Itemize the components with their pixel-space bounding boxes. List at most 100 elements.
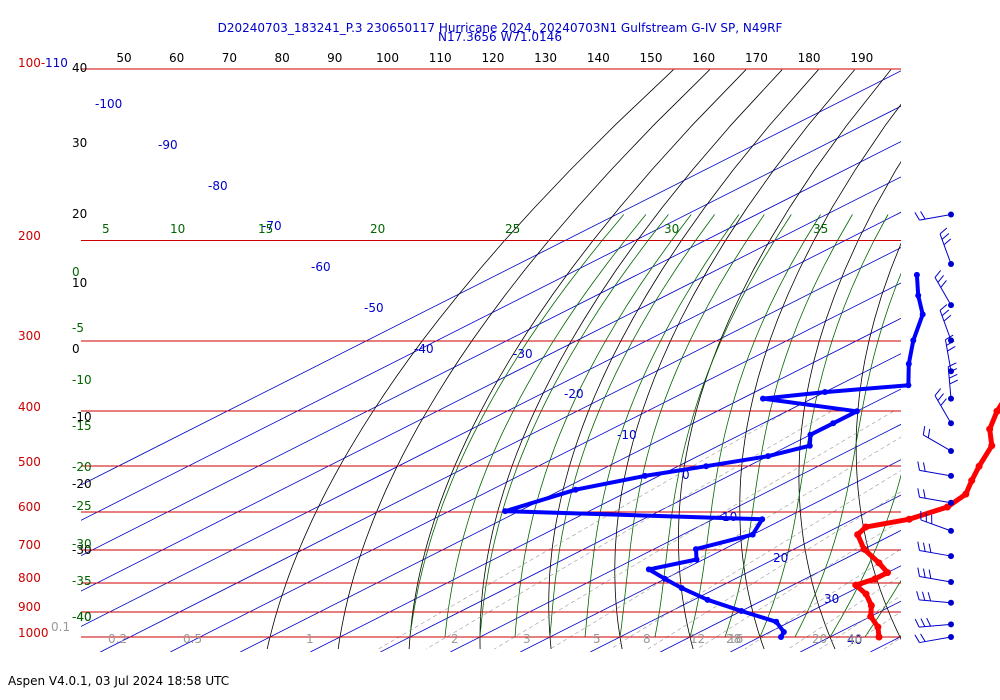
wind-barb-flag xyxy=(941,233,950,240)
wind-barb-flag xyxy=(948,373,958,379)
top-temperature-label: 60 xyxy=(169,51,184,65)
dry-adiabat-line xyxy=(677,69,892,650)
wind-barb-flag xyxy=(940,280,947,288)
mixing-ratio-label: 12 xyxy=(690,632,705,646)
wind-barb-flag xyxy=(937,275,944,283)
isotherm-label: -100 xyxy=(95,97,122,111)
chart-title-line1: D20240703_183241_P.3 230650117 Hurricane… xyxy=(217,21,783,35)
dewpoint-point xyxy=(749,531,756,538)
moist-adiabat-label: -10 xyxy=(72,373,92,387)
pressure-tick-label: 200 xyxy=(18,229,41,243)
mixing-ratio-label: 40 xyxy=(847,632,862,646)
potential-temperature-label: 30 xyxy=(72,136,87,150)
dewpoint-point xyxy=(806,442,813,449)
mixing-ratio-line xyxy=(744,548,901,650)
pressure-tick-label: 110 xyxy=(45,56,68,70)
dry-adiabat-line xyxy=(408,69,747,650)
dewpoint-point xyxy=(830,420,837,427)
dewpoint-point xyxy=(703,463,710,470)
mixing-ratio-line xyxy=(610,470,901,650)
top-temperature-label: 100 xyxy=(376,51,399,65)
isotherm-label: 0 xyxy=(682,468,690,482)
mixing-ratio-line xyxy=(883,637,901,650)
moist-adiabat-label: -40 xyxy=(72,610,92,624)
top-temperature-label: 90 xyxy=(327,51,342,65)
pressure-tick-label: 600 xyxy=(18,500,41,514)
mixing-ratio-line xyxy=(494,411,894,650)
isotherm-line xyxy=(940,64,1000,652)
profiles xyxy=(502,271,1000,641)
wind-barb-staff xyxy=(920,519,952,532)
wind-barb-flag xyxy=(917,461,920,471)
isotherm-line xyxy=(800,600,901,652)
wind-barb-staff xyxy=(919,496,952,504)
moist-adiabat-line xyxy=(759,214,889,638)
isotherm-label: -40 xyxy=(414,342,434,356)
dewpoint-point xyxy=(693,556,700,563)
pressure-tick-label: 100- xyxy=(18,56,45,70)
wind-barbs xyxy=(914,211,959,644)
wind-barb-staff xyxy=(939,310,952,341)
isotherm-line xyxy=(81,105,901,521)
dewpoint-point xyxy=(759,516,766,523)
top-temperature-label: 150 xyxy=(640,51,663,65)
mixing-ratio-line xyxy=(378,411,788,650)
isotherm-label: -90 xyxy=(158,138,178,152)
mixing-ratio-line xyxy=(696,520,901,650)
dewpoint-point xyxy=(692,546,699,553)
mixing-ratio-label: 0.1 xyxy=(51,620,70,634)
wind-barb-flag xyxy=(916,591,920,601)
chart-title-line2: N17.3656 W71.0146 xyxy=(438,30,562,44)
wind-barb-flag xyxy=(927,592,932,602)
mixing-ratio-line xyxy=(550,436,901,650)
moist-adiabat-top-label: 20 xyxy=(370,222,385,236)
dewpoint-point xyxy=(738,608,745,615)
pressure-tick-label: 400 xyxy=(18,400,41,414)
wind-barb-flag xyxy=(945,334,954,341)
dewpoint-point xyxy=(773,618,780,625)
mixing-ratio-label: 16 xyxy=(728,632,743,646)
wind-barb-flag xyxy=(937,393,944,401)
pressure-tick-label: 500 xyxy=(18,455,41,469)
potential-temperature-label: 20 xyxy=(72,207,87,221)
isotherm-line xyxy=(81,70,901,486)
mixing-ratio-label: 3 xyxy=(523,632,531,646)
dry-adiabat-line xyxy=(337,69,710,650)
dry-adiabat-line xyxy=(479,69,783,650)
dry-adiabat-line xyxy=(965,70,1000,649)
pressure-tick-label: 800 xyxy=(18,571,41,585)
wind-barb-flag xyxy=(939,227,948,235)
dewpoint-point xyxy=(919,311,926,318)
dry-adiabat-line xyxy=(912,70,1000,649)
footer-version: Aspen V4.0.1, 03 Jul 2024 18:58 UTC xyxy=(8,674,230,688)
moist-adiabat-line xyxy=(794,272,901,638)
moist-adiabat-label: 0 xyxy=(72,265,80,279)
dry-adiabat-line xyxy=(855,242,901,640)
mixing-ratio-label: 0.2 xyxy=(108,632,127,646)
top-temperature-label: 80 xyxy=(274,51,289,65)
moist-adiabat-line xyxy=(479,214,669,638)
wind-barb-flag xyxy=(926,617,932,627)
mixing-ratio-line xyxy=(426,411,832,650)
isotherm-label: -80 xyxy=(208,179,228,193)
top-temperature-label: 50 xyxy=(116,51,131,65)
moist-adiabat-label: -30 xyxy=(72,537,92,551)
dewpoint-point xyxy=(780,629,787,636)
dewpoint-point xyxy=(661,575,668,582)
mixing-ratio-label: 1 xyxy=(306,632,314,646)
dewpoint-point xyxy=(704,596,711,603)
wind-barb-flag xyxy=(917,541,920,551)
moist-adiabat-label: -25 xyxy=(72,499,92,513)
moist-adiabat-top-label: 5 xyxy=(102,222,110,236)
pressure-tick-label: 700 xyxy=(18,538,41,552)
wind-barb-flag xyxy=(920,211,926,220)
moist-adiabat-line xyxy=(970,215,1000,638)
top-temperature-label: 110 xyxy=(429,51,452,65)
isotherm-label: -60 xyxy=(311,260,331,274)
wind-barb-flag xyxy=(917,488,920,498)
dewpoint-point xyxy=(778,634,784,640)
isotherm-line xyxy=(590,494,901,652)
dewpoint-point xyxy=(821,389,828,396)
